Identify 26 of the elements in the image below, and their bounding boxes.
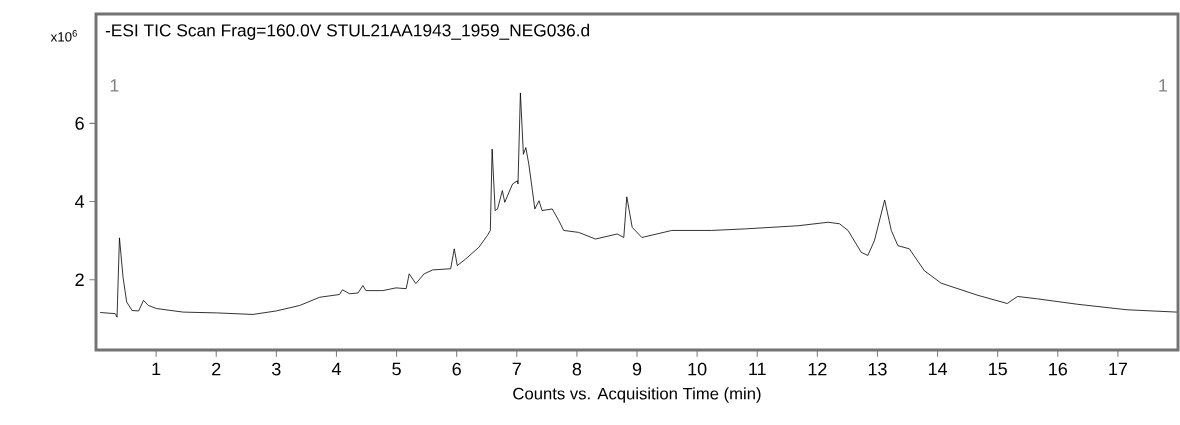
x-tick-label: 8 [572,362,582,376]
text: -ESI TIC Scan Frag=160.0V STUL21AA1943_1959_NEG036.d [105,23,590,40]
x-tick-label: 15 [989,362,1007,376]
y-axis-title: x10$^{6}$ [50,30,77,42]
x-tick-label: 6 [452,362,461,376]
x-tick-label: 10 [688,362,707,376]
y-tick-label: 4 [75,195,85,208]
x-tick-label: 12 [808,362,827,376]
x-tick-label: 3 [272,362,281,376]
x-tick-label: 9 [632,362,642,376]
annotation: 1 [1159,79,1168,92]
x-tick-label: 4 [331,362,341,376]
y-tick-label: 6 [75,117,84,130]
line-series [99,92,1178,318]
x-axis-title: Counts vs. Acquisition Time (min) [513,387,761,403]
x-tick-label: 5 [392,362,401,376]
x-tick-label: 16 [1049,362,1068,376]
y-tick-label: 2 [75,273,84,286]
x-tick-label: 1 [152,362,161,376]
x-tick-label: 14 [928,362,948,376]
x-tick-label: 13 [868,362,887,376]
x-tick-label: 11 [749,362,766,376]
x-tick-label: 17 [1109,362,1128,376]
x-tick-label: 7 [512,362,521,376]
annotation: 1 [110,79,119,92]
x-tick-label: 2 [212,362,221,376]
